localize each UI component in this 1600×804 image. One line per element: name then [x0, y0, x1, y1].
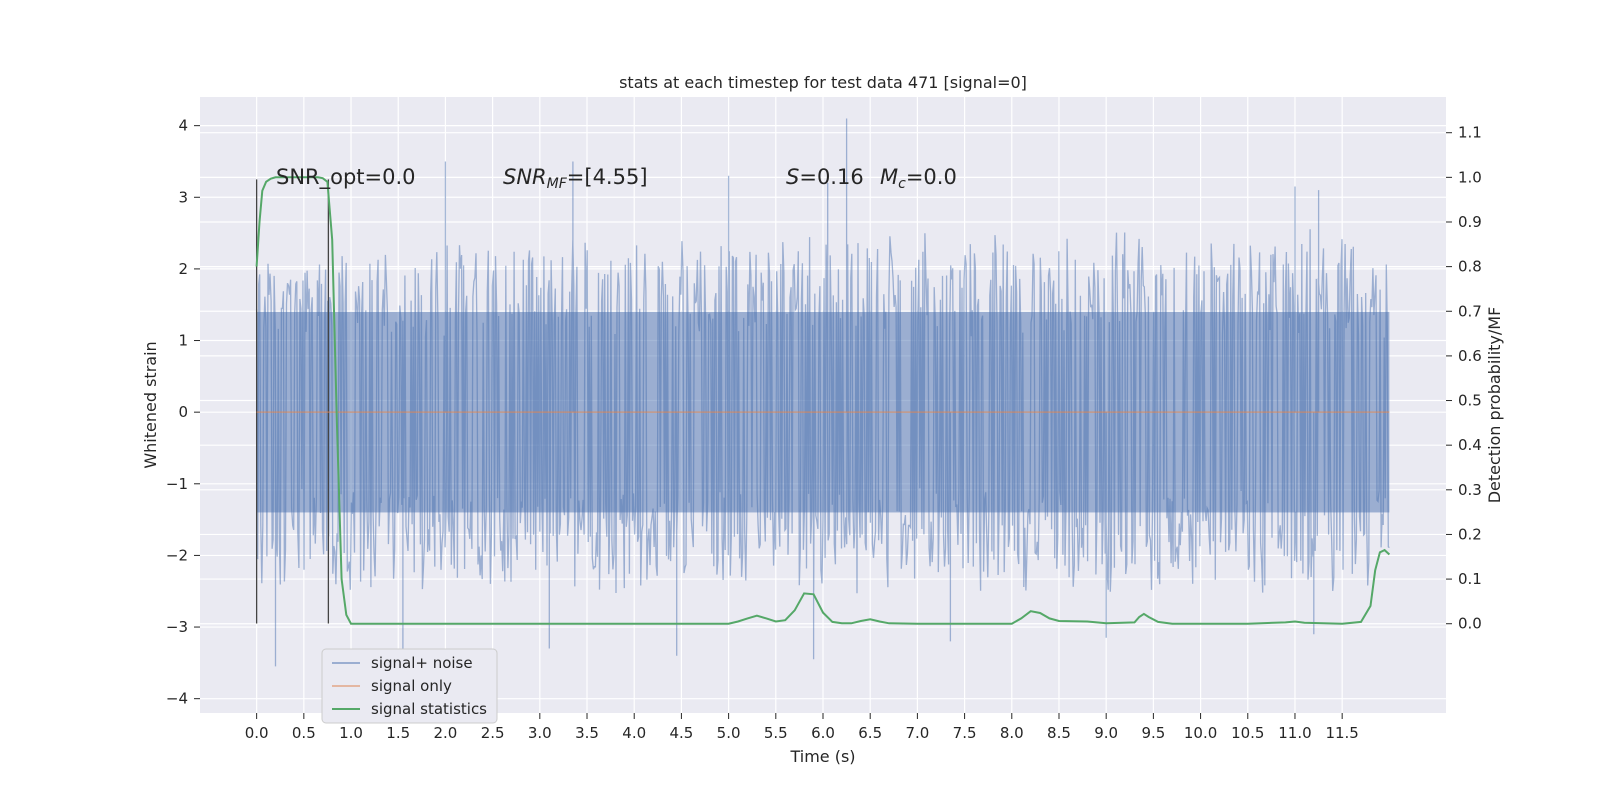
y-right-tick-label: 0.4	[1458, 436, 1482, 454]
x-tick-label: 8.5	[1047, 724, 1071, 742]
annotation-snr-mf-value: =[4.55]	[567, 165, 648, 189]
y-right-tick-label: 0.9	[1458, 213, 1482, 231]
signal-statistics-series	[255, 176, 1391, 625]
annotation-s: S=0.16	[786, 165, 864, 189]
legend: signal+ noise signal only signal statist…	[321, 648, 498, 724]
annotation-snr-mf: SNRMF=[4.55]	[503, 165, 648, 192]
x-tick-label: 2.5	[481, 724, 505, 742]
y-axis-left-label: Whitened strain	[141, 341, 160, 468]
chart-title: stats at each timestep for test data 471…	[619, 73, 1027, 92]
x-tick-label: 1.0	[339, 724, 363, 742]
x-tick-label: 7.0	[905, 724, 929, 742]
y-left-tick-label: 1	[178, 332, 188, 350]
x-tick-label: 4.5	[669, 724, 693, 742]
annotation-snr-opt: SNR_opt=0.0	[276, 165, 416, 190]
y-right-tick-labels: 1.1 1.0 0.9 0.8 0.7 0.6 0.5 0.4 0.3 0.2 0.1 0.0	[1446, 124, 1482, 633]
x-tick-label: 11.5	[1325, 724, 1358, 742]
legend-label-signal-only: signal only	[371, 677, 452, 695]
y-right-tick-label: 1.0	[1458, 168, 1482, 186]
x-tick-label: 0.0	[245, 724, 269, 742]
x-tick-label: 6.5	[858, 724, 882, 742]
annotation-mc: Mc=0.0	[880, 165, 957, 192]
x-tick-label: 3.0	[528, 724, 552, 742]
x-tick-label: 5.5	[764, 724, 788, 742]
y-axis-right-label: Detection probability/MF	[1485, 307, 1504, 504]
y-left-tick-label: 4	[178, 117, 188, 135]
x-tick-label: 7.5	[953, 724, 977, 742]
y-left-tick-label: −4	[166, 690, 188, 708]
legend-label-signal-statistics: signal statistics	[371, 700, 487, 718]
x-axis-label: Time (s)	[789, 747, 855, 766]
y-left-tick-label: −3	[166, 618, 188, 636]
x-tick-label: 10.5	[1231, 724, 1264, 742]
y-left-tick-label: 0	[178, 403, 188, 421]
x-tick-label: 4.0	[622, 724, 646, 742]
x-tick-label: 0.5	[292, 724, 316, 742]
y-right-tick-label: 0.7	[1458, 302, 1482, 320]
x-tick-label: 3.5	[575, 724, 599, 742]
y-right-tick-label: 0.1	[1458, 570, 1482, 588]
y-right-tick-label: 0.8	[1458, 258, 1482, 276]
x-tick-label: 2.0	[433, 724, 457, 742]
y-right-tick-label: 0.6	[1458, 347, 1482, 365]
y-right-tick-label: 0.5	[1458, 392, 1482, 410]
annotation-s-value: =0.16	[799, 165, 863, 189]
annotation-s-label: S	[786, 165, 799, 189]
y-left-tick-label: 2	[178, 260, 188, 278]
x-tick-label: 10.0	[1184, 724, 1217, 742]
x-tick-label: 9.0	[1094, 724, 1118, 742]
x-tick-labels: 0.0 0.5 1.0 1.5 2.0 2.5 3.0 3.5 4.0 4.5 5.0 5.5 6.0 6…	[245, 713, 1359, 742]
signal-noise-line	[255, 118, 1390, 667]
y-left-tick-labels: 4 3 2 1 0 −1 −2 −3 −4	[166, 117, 200, 708]
y-left-tick-label: 3	[178, 188, 188, 206]
annotation-mc-value: =0.0	[906, 165, 957, 189]
x-tick-label: 1.5	[386, 724, 410, 742]
y-right-tick-label: 0.3	[1458, 481, 1482, 499]
x-tick-label: 9.5	[1141, 724, 1165, 742]
annotation-snr-mf-label: SNR	[503, 165, 547, 189]
x-tick-label: 5.0	[717, 724, 741, 742]
y-right-tick-label: 1.1	[1458, 124, 1482, 142]
annotation-snr-mf-sub: MF	[547, 176, 568, 192]
x-tick-label: 8.0	[1000, 724, 1024, 742]
x-tick-label: 11.0	[1278, 724, 1311, 742]
y-right-tick-label: 0.0	[1458, 615, 1482, 633]
signal-statistics-line	[255, 176, 1391, 625]
y-left-tick-label: −2	[166, 546, 188, 564]
annotation-mc-label: M	[880, 165, 898, 189]
x-tick-label: 6.0	[811, 724, 835, 742]
annotation-mc-sub: c	[898, 176, 906, 192]
legend-label-signal-noise: signal+ noise	[371, 654, 473, 672]
y-right-tick-label: 0.2	[1458, 525, 1482, 543]
legend-box	[321, 648, 498, 724]
y-left-tick-label: −1	[166, 475, 188, 493]
